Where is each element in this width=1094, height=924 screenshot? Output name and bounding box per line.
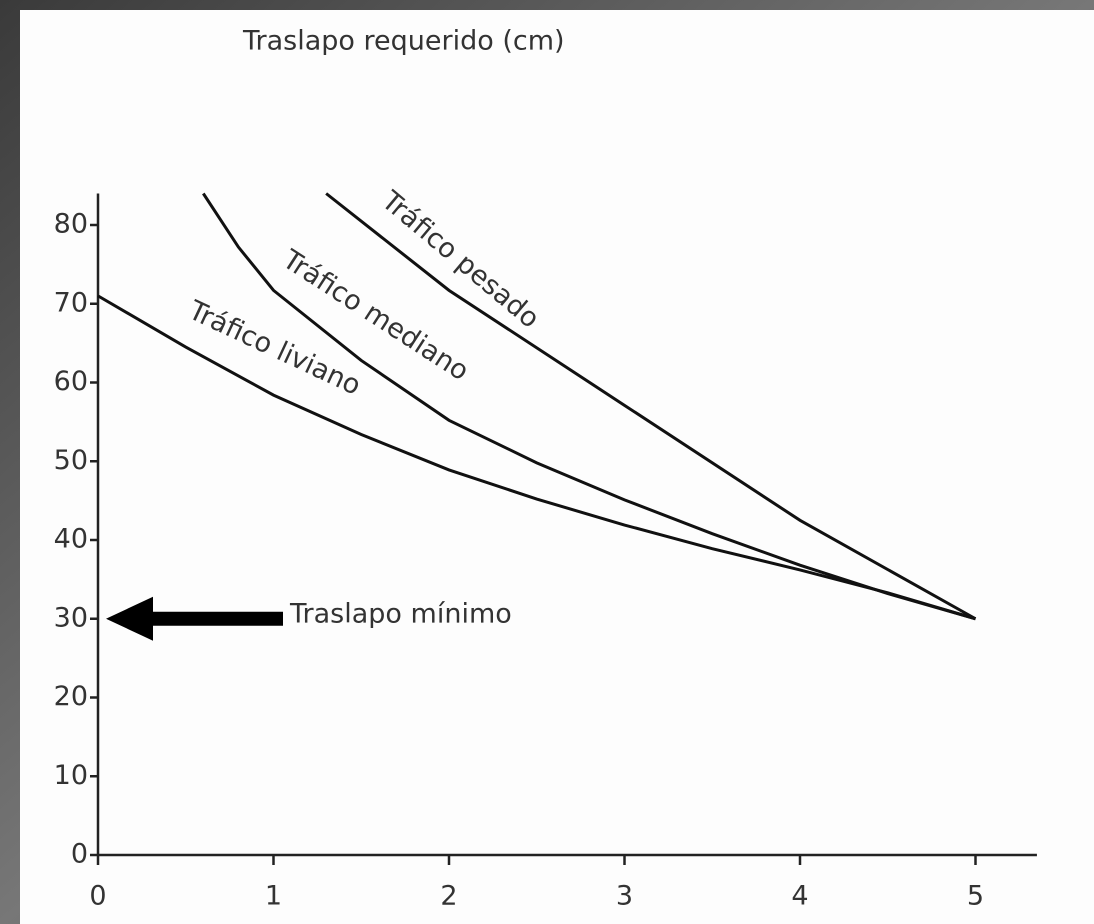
y-tick-label: 60: [54, 366, 88, 397]
arrow: [106, 596, 283, 641]
y-tick-label: 70: [54, 287, 88, 318]
annotation: Traslapo mínimo: [289, 598, 512, 629]
y-tick-label: 40: [54, 524, 88, 555]
x-tick-label: 2: [440, 881, 457, 912]
x-tick-label: 0: [89, 881, 106, 912]
x-tick-label: 4: [791, 881, 808, 912]
y-tick-label: 20: [54, 681, 88, 712]
y-tick-label: 0: [71, 839, 88, 870]
x-tick-label: 1: [265, 881, 282, 912]
x-tick-label: 3: [616, 881, 633, 912]
line: [325, 192, 977, 621]
panel: [20, 10, 1094, 924]
y-tick-label: 10: [54, 760, 88, 791]
x-tick-label: 5: [967, 881, 984, 912]
line: [97, 294, 976, 621]
y-tick-label: 50: [54, 445, 88, 476]
y-tick-label: 30: [54, 602, 88, 633]
chart-title: Traslapo requerido (cm): [242, 26, 565, 57]
line: [202, 192, 976, 621]
y-tick-label: 80: [54, 209, 88, 240]
